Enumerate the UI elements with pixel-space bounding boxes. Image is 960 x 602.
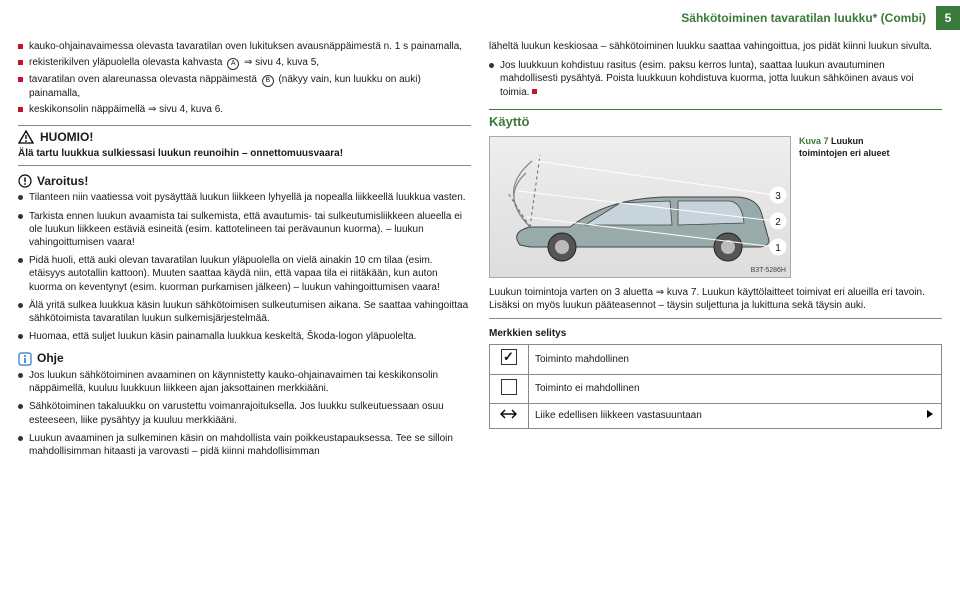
figure-caption: Kuva 7 Luukun toimintojen eri alueet (799, 136, 909, 160)
list-item: kauko-ohjainavaimessa olevasta tavaratil… (18, 40, 471, 53)
svg-text:1: 1 (775, 243, 781, 254)
dot-icon (18, 214, 23, 219)
list-item: Sähkötoiminen takaluukku on varustettu v… (18, 400, 471, 426)
ohje-label: Ohje (37, 351, 64, 367)
list-item: Jos luukkuun kohdistuu rasitus (esim. pa… (489, 59, 942, 99)
table-row: Liike edellisen liikkeen vastasuuntaan (490, 403, 942, 428)
left-column: kauko-ohjainavaimessa olevasta tavaratil… (18, 40, 471, 463)
section-kaytto: Käyttö (489, 109, 942, 130)
symbol-cell (490, 374, 529, 403)
dot-icon (18, 195, 23, 200)
bullet-text: tavaratilan oven alareunassa olevasta nä… (29, 73, 471, 100)
bullet-icon (18, 44, 23, 49)
bullet-text: kauko-ohjainavaimessa olevasta tavaratil… (29, 40, 462, 53)
dot-icon (18, 373, 23, 378)
check-off-icon (501, 379, 517, 395)
list-item: rekisterikilven yläpuolella olevasta kah… (18, 56, 471, 70)
list-item: Huomaa, että suljet luukun käsin painama… (18, 330, 471, 343)
huomio-heading: HUOMIO! (18, 125, 471, 146)
list-item: Tarkista ennen luukun avaamista tai sulk… (18, 210, 471, 250)
header-title: Sähkötoiminen tavaratilan luukku* (Combi… (681, 11, 926, 25)
lead-text: läheltä luukun keskiosaa – sähkötoiminen… (489, 40, 942, 53)
bullet-text: keskikonsolin näppäimellä ⇒ sivu 4, kuva… (29, 103, 223, 116)
list-item: Luukun avaaminen ja sulkeminen käsin on … (18, 432, 471, 458)
table-row: Toiminto mahdollinen (490, 345, 942, 374)
huomio-label: HUOMIO! (40, 130, 93, 146)
figure-image: 1 2 3 B3T-5286H (489, 136, 791, 278)
symbol-table: Toiminto mahdollinen Toiminto ei mahdoll… (489, 344, 942, 429)
svg-text:2: 2 (775, 217, 781, 228)
check-on-icon (501, 349, 517, 365)
dot-icon (18, 334, 23, 339)
figure-7: 1 2 3 B3T-5286H Kuva 7 Luukun toiminto (489, 136, 942, 278)
page-number: 5 (936, 6, 960, 30)
symbol-text: Toiminto ei mahdollinen (529, 374, 942, 403)
list-item: Pidä huoli, että auki olevan tavaratilan… (18, 254, 471, 294)
warning-triangle-icon (18, 130, 34, 144)
svg-text:3: 3 (775, 191, 781, 202)
figure-code: B3T-5286H (751, 266, 786, 275)
list-item: tavaratilan oven alareunassa olevasta nä… (18, 73, 471, 100)
end-marker-icon (532, 89, 537, 94)
bullet-text: rekisterikilven yläpuolella olevasta kah… (29, 56, 319, 70)
bullet-icon (18, 107, 23, 112)
merkkien-title: Merkkien selitys (489, 327, 942, 340)
symbol-cell (490, 403, 529, 428)
dot-icon (18, 303, 23, 308)
callout-b-icon: B (262, 75, 274, 87)
continue-icon (925, 409, 935, 419)
huomio-text: Älä tartu luukkua sulkiessasi luukun reu… (18, 145, 471, 165)
page-header: Sähkötoiminen tavaratilan luukku* (Combi… (0, 0, 960, 30)
body-text: Luukun toimintoja varten on 3 aluetta ⇒ … (489, 286, 942, 319)
dot-icon (18, 436, 23, 441)
list-item: Tilanteen niin vaatiessa voit pysäyttää … (18, 191, 471, 204)
list-item: Jos luukun sähkötoiminen avaaminen on kä… (18, 369, 471, 395)
symbol-text: Toiminto mahdollinen (529, 345, 942, 374)
symbol-cell (490, 345, 529, 374)
table-row: Toiminto ei mahdollinen (490, 374, 942, 403)
reverse-arrow-icon (500, 408, 518, 420)
dot-icon (489, 63, 494, 68)
list-item: keskikonsolin näppäimellä ⇒ sivu 4, kuva… (18, 103, 471, 116)
bullet-icon (18, 60, 23, 65)
ohje-heading: Ohje (18, 351, 471, 367)
symbol-text: Liike edellisen liikkeen vastasuuntaan (529, 403, 942, 428)
dot-icon (18, 258, 23, 263)
bullet-icon (18, 77, 23, 82)
list-item: Älä yritä sulkea luukkua käsin luukun sä… (18, 299, 471, 325)
varoitus-heading: Varoitus! (18, 174, 471, 190)
info-icon (18, 352, 32, 366)
warning-circle-icon (18, 174, 32, 188)
varoitus-label: Varoitus! (37, 174, 88, 190)
callout-a-icon: A (227, 58, 239, 70)
right-column: läheltä luukun keskiosaa – sähkötoiminen… (489, 40, 942, 463)
dot-icon (18, 404, 23, 409)
car-diagram-icon: 1 2 3 (490, 137, 790, 277)
